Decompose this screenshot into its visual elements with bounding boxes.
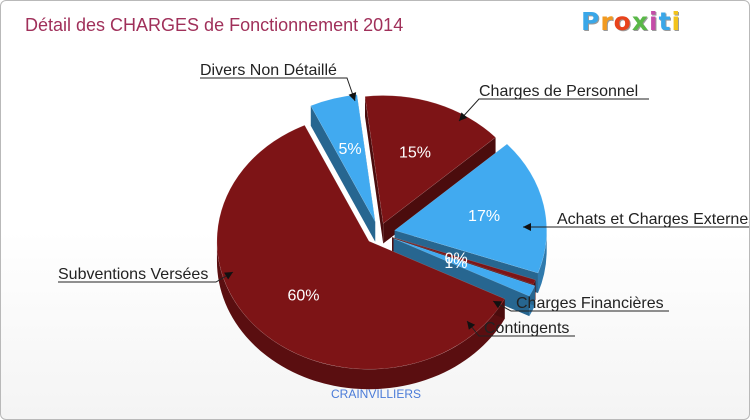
logo-letter: t <box>658 7 672 36</box>
slice-category-label: Subventions Versées <box>58 266 208 283</box>
slice-category-label: Divers Non Détaillé <box>200 62 337 79</box>
logo-letter: o <box>613 7 632 36</box>
pie-slice-charges-de-personnel[interactable] <box>364 95 496 224</box>
logo-letter: P <box>581 7 601 36</box>
slice-percent-label: 0% <box>445 250 468 267</box>
pie-slice-contingents[interactable] <box>393 238 536 297</box>
pie-slice-edge <box>364 96 384 244</box>
slice-category-label: Charges de Personnel <box>479 83 638 100</box>
pie-slice-divers-non-d-taill[interactable] <box>310 94 376 222</box>
slice-category-label: Charges Financières <box>516 295 664 312</box>
slice-percent-label: 17% <box>468 208 500 225</box>
slice-category-label: Achats et Charges Externes <box>557 211 750 228</box>
leader-arrow <box>224 272 233 280</box>
leader-arrow <box>459 112 468 121</box>
logo-letter: i <box>649 7 659 36</box>
pie-slice-edge <box>310 105 376 242</box>
pie-slice-achats-et-charges-externes[interactable] <box>394 143 547 274</box>
chart-subtitle: CRAINVILLIERS <box>330 387 422 401</box>
pie-slice-side <box>216 241 505 390</box>
pie-slice-subventions-vers-es[interactable] <box>216 124 506 370</box>
proxiti-logo[interactable]: Proxiti <box>581 7 681 36</box>
leader-line <box>458 98 649 122</box>
slice-percent-label: 5% <box>338 141 361 158</box>
logo-letter: i <box>671 7 682 36</box>
leader-arrow <box>348 92 357 101</box>
pie-slice-edge <box>383 137 496 244</box>
slice-category-label: Contingents <box>484 320 569 337</box>
slice-percent-label: 60% <box>287 288 319 305</box>
leader-arrow <box>493 301 502 309</box>
slice-percent-label: 15% <box>399 145 431 162</box>
leader-line <box>200 77 356 102</box>
leader-arrow <box>467 321 476 330</box>
logo-letter: x <box>631 7 649 36</box>
pie-slice-side <box>537 230 547 294</box>
pie-slice-charges-financi-res[interactable] <box>392 236 536 285</box>
chart-title: Détail des CHARGES de Fonctionnement 201… <box>25 15 404 35</box>
logo-letter: r <box>600 7 614 36</box>
leader-arrow <box>523 223 531 231</box>
slice-percent-label: 1% <box>444 255 467 272</box>
